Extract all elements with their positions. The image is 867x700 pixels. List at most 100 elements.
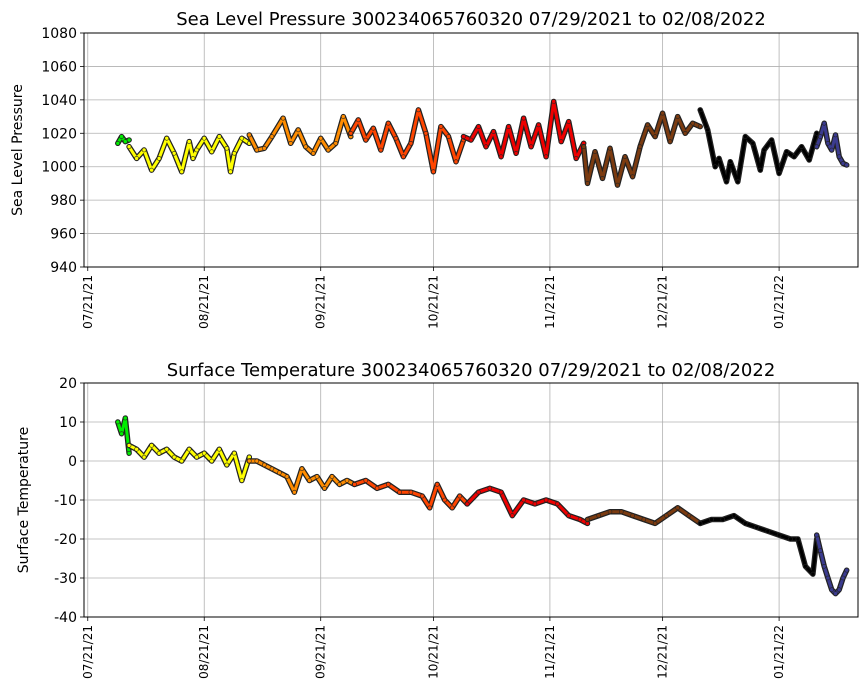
data-point	[224, 146, 230, 151]
data-point	[742, 521, 748, 526]
data-point	[686, 513, 692, 518]
data-point	[513, 151, 519, 156]
data-point	[664, 513, 669, 518]
data-point	[464, 501, 470, 507]
chart-panel-surface-temperature: Surface Temperature 300234065760320 07/2…	[16, 360, 859, 679]
data-point	[776, 171, 782, 176]
data-point	[675, 505, 681, 511]
data-point	[641, 517, 647, 522]
data-point	[844, 162, 850, 168]
data-point	[307, 478, 312, 483]
axes-frame	[83, 32, 859, 268]
data-point	[615, 182, 620, 188]
x-tick-label: 07/21/21	[81, 275, 95, 329]
data-point	[156, 450, 162, 456]
data-point	[712, 164, 718, 169]
data-point	[186, 446, 192, 452]
data-point	[731, 513, 737, 518]
data-point	[171, 454, 177, 460]
data-point	[476, 124, 481, 129]
data-point	[506, 124, 511, 129]
data-point	[434, 482, 440, 487]
data-point	[295, 127, 301, 133]
data-point	[115, 141, 121, 146]
data-point	[141, 454, 147, 460]
data-point	[833, 591, 838, 596]
data-point	[600, 176, 605, 181]
data-point	[254, 458, 260, 464]
x-tick-label: 11/21/21	[543, 625, 557, 679]
data-point	[607, 146, 613, 151]
data-point	[141, 147, 147, 153]
data-point	[709, 517, 714, 522]
x-tick-label: 10/21/21	[426, 275, 440, 329]
data-point	[716, 156, 722, 161]
data-point	[536, 122, 541, 128]
data-point	[551, 99, 557, 104]
data-point	[126, 450, 132, 456]
data-point	[123, 415, 128, 421]
data-point	[457, 493, 463, 499]
data-point	[468, 137, 474, 143]
data-point	[607, 509, 613, 515]
data-point	[239, 136, 245, 141]
data-point	[821, 121, 827, 126]
data-point	[840, 161, 846, 166]
data-point	[555, 501, 560, 507]
data-point	[194, 454, 199, 460]
data-point	[179, 458, 184, 464]
data-point	[446, 134, 451, 139]
data-point	[622, 154, 628, 159]
data-point	[769, 137, 774, 143]
data-point	[566, 119, 572, 124]
data-point	[325, 147, 331, 153]
data-point	[370, 126, 376, 131]
data-point	[585, 517, 590, 522]
data-point	[337, 482, 342, 487]
chart-title: Sea Level Pressure 300234065760320 07/29…	[176, 9, 766, 30]
data-point	[239, 478, 245, 483]
data-point	[498, 489, 504, 495]
data-point	[558, 139, 564, 144]
data-point	[509, 513, 515, 518]
y-tick-label: 940	[50, 260, 77, 276]
data-point	[149, 167, 154, 173]
data-point	[776, 532, 782, 538]
data-point	[442, 497, 448, 503]
y-tick-label: 0	[68, 454, 77, 470]
data-point	[269, 466, 275, 472]
x-tick-label: 08/21/21	[197, 275, 211, 329]
series-line	[116, 416, 131, 455]
data-point	[705, 127, 711, 133]
data-point	[378, 147, 384, 153]
data-point	[757, 167, 763, 173]
data-point	[247, 132, 252, 138]
data-point	[799, 144, 804, 149]
data-point	[232, 450, 237, 456]
data-point	[186, 139, 192, 144]
data-point	[385, 482, 391, 487]
data-point	[416, 107, 421, 113]
y-axis-label: Sea Level Pressure	[10, 84, 26, 216]
data-point	[318, 136, 324, 141]
data-point	[123, 139, 128, 144]
data-point	[449, 505, 455, 511]
data-point	[217, 134, 222, 139]
data-point	[374, 485, 380, 491]
data-point	[247, 458, 252, 464]
x-tick-label: 09/21/21	[314, 625, 328, 679]
data-point	[765, 528, 771, 534]
data-point	[840, 575, 846, 581]
data-point	[194, 147, 199, 153]
x-tick-label: 01/21/22	[772, 275, 786, 329]
data-point	[292, 489, 297, 495]
axes-frame	[83, 382, 859, 618]
data-point	[618, 509, 624, 515]
data-point	[573, 156, 579, 161]
data-point	[724, 179, 729, 185]
data-point	[352, 482, 357, 487]
data-point	[126, 144, 132, 149]
data-point	[483, 144, 489, 149]
series-line	[349, 108, 465, 174]
